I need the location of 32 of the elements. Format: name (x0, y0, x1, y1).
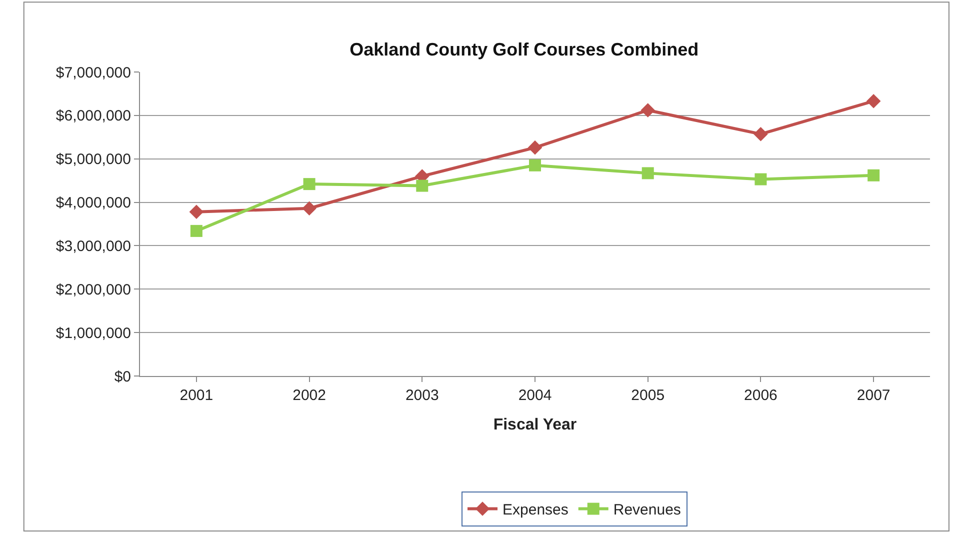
x-tick-label: 2006 (744, 387, 778, 404)
point (866, 94, 881, 108)
x-tick-label: 2001 (180, 387, 214, 404)
x-tick-label: 2005 (631, 387, 665, 404)
y-tick-label: $3,000,000 (56, 238, 131, 255)
legend-label: Expenses (502, 502, 568, 519)
x-axis-title: Fiscal Year (493, 416, 577, 434)
point (640, 103, 656, 118)
point (642, 167, 654, 180)
point (302, 201, 316, 216)
y-tick-label: $7,000,000 (56, 64, 131, 82)
y-tick-label: $0 (114, 368, 131, 386)
point (529, 159, 541, 172)
x-tick-label: 2004 (518, 387, 552, 404)
y-tick-label: $5,000,000 (56, 151, 131, 168)
point (754, 126, 768, 142)
x-tick-label: 2007 (856, 387, 890, 404)
chart-title: Oakland County Golf Courses Combined (350, 40, 699, 60)
point (190, 224, 202, 237)
legend-label: Revenues (613, 502, 681, 519)
y-tick-label: $1,000,000 (56, 324, 131, 342)
y-tick-label: $2,000,000 (56, 281, 131, 298)
x-tick-label: 2003 (405, 387, 439, 404)
point (754, 173, 767, 186)
y-tick-label: $6,000,000 (56, 108, 131, 125)
y-tick-label: $4,000,000 (56, 194, 131, 212)
x-tick-label: 2002 (292, 387, 326, 404)
point (303, 178, 316, 190)
point (528, 140, 542, 155)
point (189, 204, 204, 219)
point (416, 180, 428, 192)
point (868, 169, 880, 182)
